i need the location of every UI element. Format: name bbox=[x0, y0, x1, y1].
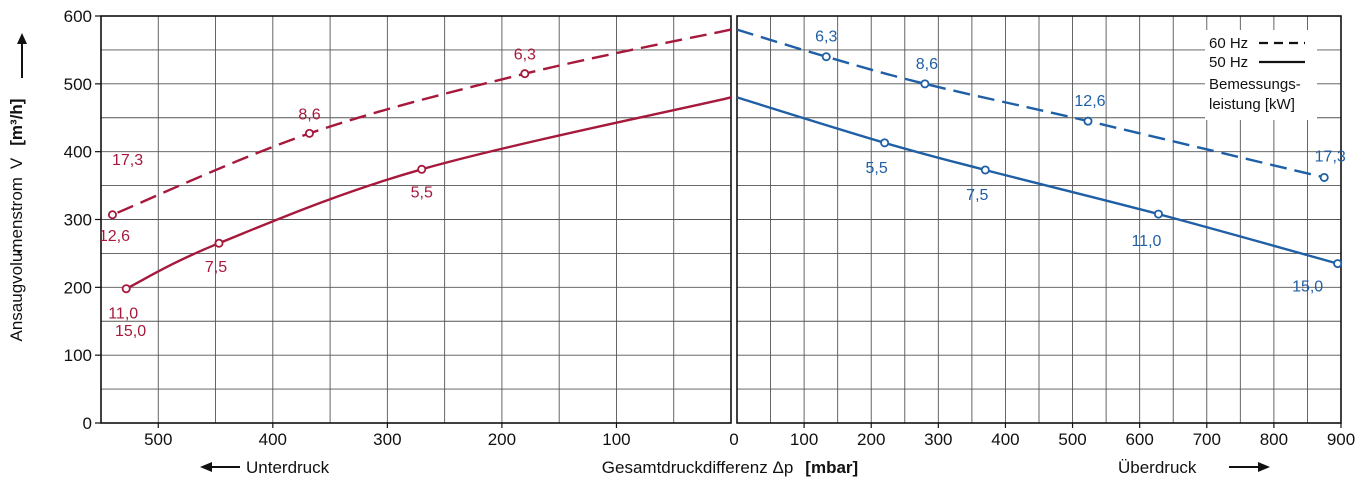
data-point-pressure bbox=[1153, 209, 1163, 219]
data-label-vacuum: 6,3 bbox=[514, 47, 536, 64]
x-tick-label-right: 300 bbox=[924, 430, 952, 449]
legend: 60 Hz 50 Hz Bemessungs- leistung [kW] bbox=[1205, 30, 1317, 120]
y-tick-label: 500 bbox=[64, 75, 92, 94]
data-label-vacuum: 8,6 bbox=[298, 106, 320, 123]
data-point-vacuum bbox=[417, 164, 427, 174]
series-line-vacuum-solid bbox=[125, 96, 732, 290]
data-point-pressure bbox=[1319, 172, 1329, 182]
y-tick-label: 200 bbox=[64, 278, 92, 297]
data-label-pressure: 12,6 bbox=[1074, 93, 1105, 110]
x-tick-label-right: 600 bbox=[1125, 430, 1153, 449]
x-tick-label-zero: 0 bbox=[729, 430, 738, 449]
data-label-pressure: 11,0 bbox=[1131, 233, 1161, 250]
legend-background bbox=[1205, 30, 1317, 120]
y-tick-label: 0 bbox=[83, 414, 92, 433]
series-line-vacuum-dashed bbox=[112, 28, 732, 216]
x-tick-label-left: 500 bbox=[144, 430, 172, 449]
data-point-pressure bbox=[980, 165, 990, 175]
data-point-vacuum bbox=[107, 210, 117, 220]
data-label-pressure: 6,3 bbox=[815, 29, 837, 46]
data-point-vacuum bbox=[121, 284, 131, 294]
marker-labels: 6,3 8,6 12,6 5,5 7,5 11,0 6,3 8,6 12,6 17,3 5,5 7,5… bbox=[99, 29, 1346, 323]
x-tick-label-left: 400 bbox=[259, 430, 287, 449]
y-axis-symbol: V bbox=[7, 157, 26, 169]
data-point-pressure bbox=[880, 138, 890, 148]
x-tick-label-right: 200 bbox=[857, 430, 885, 449]
x-axis-unit: [mbar] bbox=[805, 458, 858, 477]
data-label-pressure: 7,5 bbox=[966, 187, 988, 204]
vacuum-60hz-end-label: 17,3 bbox=[112, 152, 143, 169]
x-tick-label-left: 200 bbox=[488, 430, 516, 449]
y-axis-arrow bbox=[17, 33, 27, 78]
right-panel-frame bbox=[736, 15, 1342, 424]
data-point-vacuum bbox=[304, 128, 314, 138]
x-right-label: Überdruck bbox=[1118, 458, 1197, 477]
data-label-vacuum: 5,5 bbox=[411, 184, 433, 201]
data-label-vacuum: 12,6 bbox=[99, 228, 130, 245]
data-label-pressure: 5,5 bbox=[866, 160, 888, 177]
x-tick-label-right: 100 bbox=[790, 430, 818, 449]
series-line-pressure-solid bbox=[736, 96, 1338, 265]
y-tick-label: 300 bbox=[64, 211, 92, 230]
series-lines bbox=[112, 28, 1338, 290]
data-point-pressure bbox=[821, 52, 831, 62]
data-point-vacuum bbox=[520, 69, 530, 79]
x-tick-label-right: 700 bbox=[1193, 430, 1221, 449]
legend-note-line1: Bemessungs- bbox=[1209, 76, 1301, 93]
legend-label-50hz: 50 Hz bbox=[1209, 54, 1248, 71]
unterdruck-arrow bbox=[200, 462, 240, 472]
x-axis-label: Gesamtdruckdifferenz Δp bbox=[602, 458, 794, 477]
legend-note-line2: leistung [kW] bbox=[1209, 96, 1295, 113]
y-tick-label: 400 bbox=[64, 143, 92, 162]
legend-label-60hz: 60 Hz bbox=[1209, 35, 1248, 52]
data-label-pressure: 15,0 bbox=[1292, 279, 1323, 296]
y-axis-title-group: Ansaugvolumenstrom V [m³/h] bbox=[7, 99, 26, 342]
y-tick-label: 100 bbox=[64, 346, 92, 365]
svg-text:AnsaugvolumenstromV[m³/h]: Ansaugvolumenstrom V [m³/h] bbox=[7, 99, 26, 342]
y-axis-symbol-dot bbox=[17, 250, 21, 254]
data-point-vacuum bbox=[214, 238, 224, 248]
y-tick-labels: 0 100 200 300 400 500 600 bbox=[64, 7, 92, 433]
x-tick-label-right: 500 bbox=[1058, 430, 1086, 449]
x-tick-label-right: 800 bbox=[1260, 430, 1288, 449]
y-axis-label: Ansaugvolumenstrom bbox=[7, 177, 26, 341]
x-tick-label-right: 400 bbox=[991, 430, 1019, 449]
svg-text:Gesamtdruckdifferenz Δp[mbar]: Gesamtdruckdifferenz Δp [mbar] bbox=[602, 458, 858, 477]
x-tick-labels: 500 400 300 200 100 0 100 200 300 400 500 600 700 800… bbox=[144, 430, 1355, 449]
x-tick-label-left: 300 bbox=[373, 430, 401, 449]
data-label-pressure: 17,3 bbox=[1315, 148, 1346, 165]
grid-lines bbox=[101, 16, 1341, 423]
x-tick-label-left: 100 bbox=[602, 430, 630, 449]
series-markers bbox=[107, 52, 1343, 294]
data-label-vacuum: 11,0 bbox=[108, 306, 138, 323]
y-axis-unit: [m³/h] bbox=[7, 99, 26, 146]
data-point-pressure bbox=[1333, 259, 1343, 269]
data-point-pressure bbox=[920, 79, 930, 89]
x-tick-label-right: 900 bbox=[1327, 430, 1355, 449]
axis-frames bbox=[95, 15, 1342, 428]
ueberdruck-arrow bbox=[1229, 462, 1270, 472]
data-label-vacuum: 7,5 bbox=[205, 259, 227, 276]
y-tick-label: 600 bbox=[64, 7, 92, 26]
data-point-pressure bbox=[1083, 116, 1093, 126]
vacuum-50hz-end-label: 15,0 bbox=[115, 323, 146, 340]
data-label-pressure: 8,6 bbox=[916, 56, 938, 73]
series-line-pressure-dashed bbox=[736, 28, 1325, 179]
x-left-label: Unterdruck bbox=[246, 458, 330, 477]
